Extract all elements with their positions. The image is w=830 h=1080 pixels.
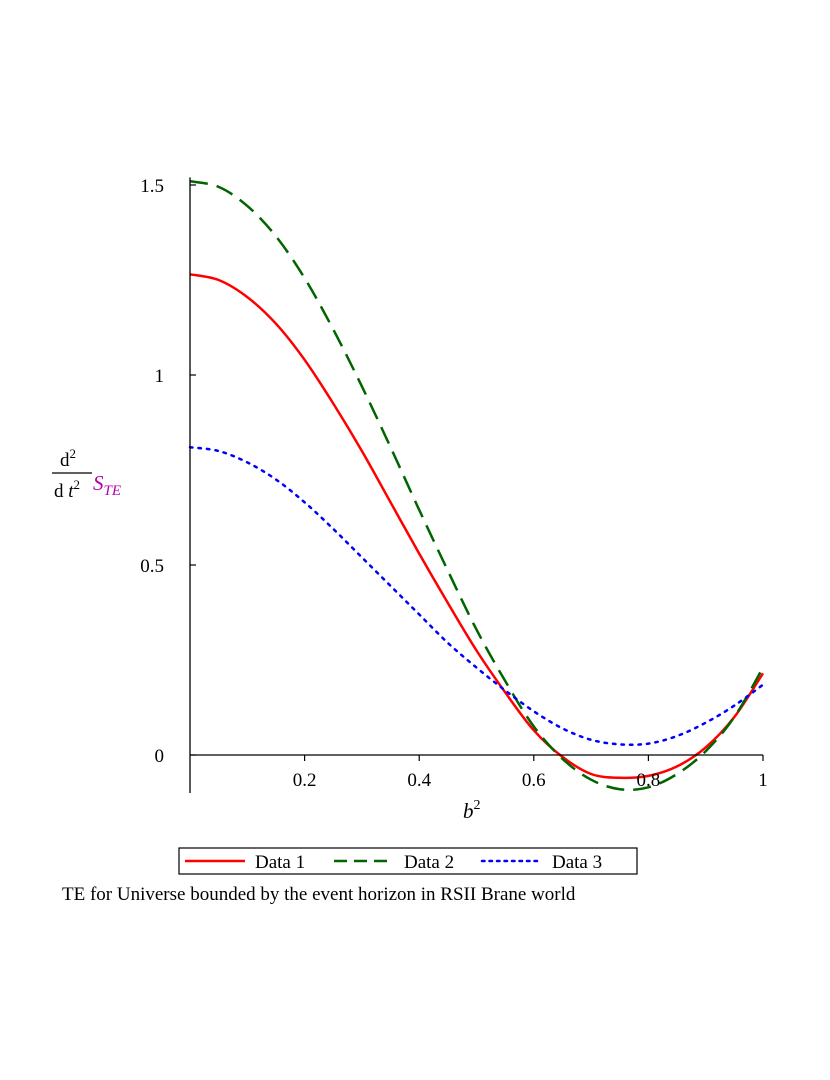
series-line-data-2: [189, 179, 765, 792]
x-label-exponent: 2: [474, 798, 481, 813]
legend-box: [178, 847, 638, 875]
y-label-denominator-var: t: [68, 481, 74, 502]
plot-axes: 0.2 0.4 0.6 0.8 1 0 0.5 1 1.5: [140, 176, 768, 793]
x-tick-label: 1: [758, 770, 768, 791]
series-line-data-1: [189, 273, 765, 780]
series-line-data-3: [188, 445, 765, 747]
y-tick-label: 1.5: [140, 176, 164, 197]
y-label-symbol: S: [93, 471, 104, 495]
y-label-numerator: d: [60, 450, 70, 471]
y-tick-label: 1: [155, 366, 165, 387]
y-tick-label: 0: [155, 746, 165, 767]
y-label-numerator-exp: 2: [70, 446, 77, 461]
x-axis-label: b2: [463, 798, 481, 823]
x-tick-label: 0.6: [522, 770, 546, 791]
x-tick-label: 0.4: [407, 770, 431, 791]
y-label-denominator-exp: 2: [74, 477, 81, 492]
legend-label-data-3: Data 3: [552, 852, 602, 873]
svg-text:d t2: d t2: [54, 477, 80, 502]
y-label-subscript: TE: [104, 483, 122, 499]
svg-text:STE: STE: [93, 471, 121, 499]
x-label-base: b: [463, 799, 474, 823]
x-tick-label: 0.8: [637, 770, 661, 791]
legend-label-data-1: Data 1: [255, 852, 305, 873]
plot-curves: [188, 179, 765, 792]
chart-caption: TE for Universe bounded by the event hor…: [62, 884, 576, 905]
legend: Data 1 Data 2 Data 3: [178, 847, 638, 875]
legend-label-data-2: Data 2: [404, 852, 454, 873]
svg-text:d2: d2: [60, 446, 76, 471]
y-label-denominator: d: [54, 481, 68, 502]
y-tick-label: 0.5: [140, 556, 164, 577]
x-tick-label: 0.2: [293, 770, 317, 791]
y-axis-label: d2 d t2 STE: [52, 446, 121, 502]
